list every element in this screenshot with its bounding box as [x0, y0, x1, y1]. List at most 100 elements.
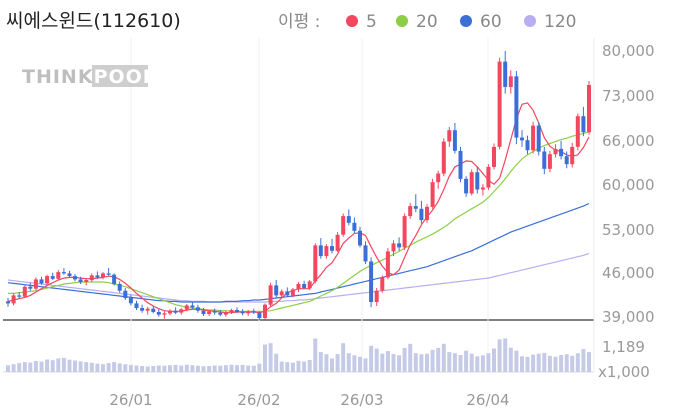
candle	[391, 240, 396, 257]
volume-bar	[78, 361, 83, 372]
y-tick-label-6: 39,000	[602, 308, 655, 326]
candle	[229, 308, 234, 314]
x-tick-label-1: 26/02	[237, 391, 280, 409]
y-tick-label-2: 66,000	[602, 132, 655, 150]
volume-bars	[6, 338, 591, 372]
chart-title: 씨에스윈드(112610)	[6, 10, 181, 32]
candle-body	[419, 208, 424, 221]
candle-body	[274, 285, 279, 296]
candle-body	[251, 311, 256, 313]
candle	[475, 166, 480, 194]
candle-body	[547, 154, 552, 169]
candle-body	[475, 172, 480, 190]
candle-body	[67, 273, 72, 277]
volume-bar	[28, 362, 33, 372]
candle-body	[246, 311, 251, 314]
candle	[84, 278, 89, 286]
candle	[240, 309, 245, 316]
candle	[313, 243, 318, 284]
volume-bar	[45, 359, 50, 372]
volume-bar	[290, 362, 295, 372]
candle	[246, 310, 251, 316]
x-axis: 26/01 26/02 26/03 26/04	[109, 391, 509, 409]
x-tick-label-3: 26/04	[466, 391, 509, 409]
volume-bar	[402, 347, 407, 372]
candle	[11, 293, 16, 306]
candle-body	[380, 277, 385, 291]
volume-bar	[168, 365, 172, 372]
candle-body	[123, 290, 128, 298]
candle	[458, 146, 463, 183]
candle-body	[324, 246, 329, 257]
legend-dot-ma20	[396, 15, 408, 27]
candle-body	[263, 304, 267, 318]
volume-bar	[223, 365, 228, 372]
candle-body	[22, 286, 27, 297]
candle	[302, 280, 307, 290]
candle-body	[492, 146, 496, 167]
candle-body	[212, 311, 217, 313]
candle-body	[140, 308, 145, 311]
volume-bar	[140, 366, 145, 372]
candle	[56, 270, 61, 280]
candle	[570, 142, 575, 168]
volume-bar	[263, 344, 267, 372]
candle	[223, 310, 228, 317]
ma5-line	[7, 102, 590, 314]
y-tick-label-5: 46,000	[602, 264, 655, 282]
candle-body	[374, 290, 379, 302]
candle-body	[581, 116, 586, 133]
candle-body	[151, 308, 156, 312]
candle-body	[179, 309, 184, 313]
candle-body	[352, 222, 357, 231]
candle	[363, 241, 368, 265]
candle	[17, 292, 22, 299]
candle-body	[369, 261, 374, 302]
candle-body	[17, 295, 22, 297]
candle-body	[452, 130, 457, 151]
volume-bar	[341, 343, 346, 372]
candle	[39, 276, 44, 285]
candle	[106, 268, 111, 276]
candle-body	[408, 206, 413, 217]
watermark-pool-bg	[92, 65, 148, 87]
volume-bar	[425, 353, 429, 372]
volume-bar	[251, 365, 256, 372]
candle-body	[112, 274, 117, 284]
volume-bar	[123, 364, 128, 372]
volume-bar	[313, 338, 318, 372]
volume-bar	[257, 363, 262, 372]
candle-body	[391, 243, 396, 252]
y-tick-label-3: 60,000	[602, 176, 655, 194]
candle-body	[229, 310, 234, 312]
candle-body	[447, 130, 452, 142]
candle-body	[218, 312, 223, 315]
candle	[441, 138, 446, 177]
candle-body	[33, 279, 38, 289]
volume-bar	[363, 358, 368, 372]
candle	[324, 244, 329, 259]
candle-body	[168, 310, 172, 314]
volume-bar	[441, 343, 446, 372]
candle	[151, 306, 156, 314]
y-axis: 80,000 73,000 66,000 60,000 53,000 46,00…	[598, 42, 655, 381]
candle	[575, 113, 580, 151]
x-tick-label-0: 26/01	[109, 391, 152, 409]
volume-bar	[564, 354, 569, 372]
candle	[436, 170, 441, 189]
candle	[425, 204, 429, 223]
volume-bar	[475, 356, 480, 372]
volume-bar	[447, 352, 452, 372]
volume-bar	[520, 356, 524, 372]
volume-bar	[246, 365, 251, 372]
candle	[492, 143, 496, 170]
candle	[369, 257, 374, 308]
volume-bar	[559, 355, 564, 372]
candle	[335, 232, 340, 253]
watermark: THINKPOOL	[22, 65, 155, 88]
volume-bar	[106, 363, 111, 372]
volume-bar	[212, 365, 217, 372]
volume-bar	[525, 356, 530, 372]
volume-bar	[324, 354, 329, 372]
